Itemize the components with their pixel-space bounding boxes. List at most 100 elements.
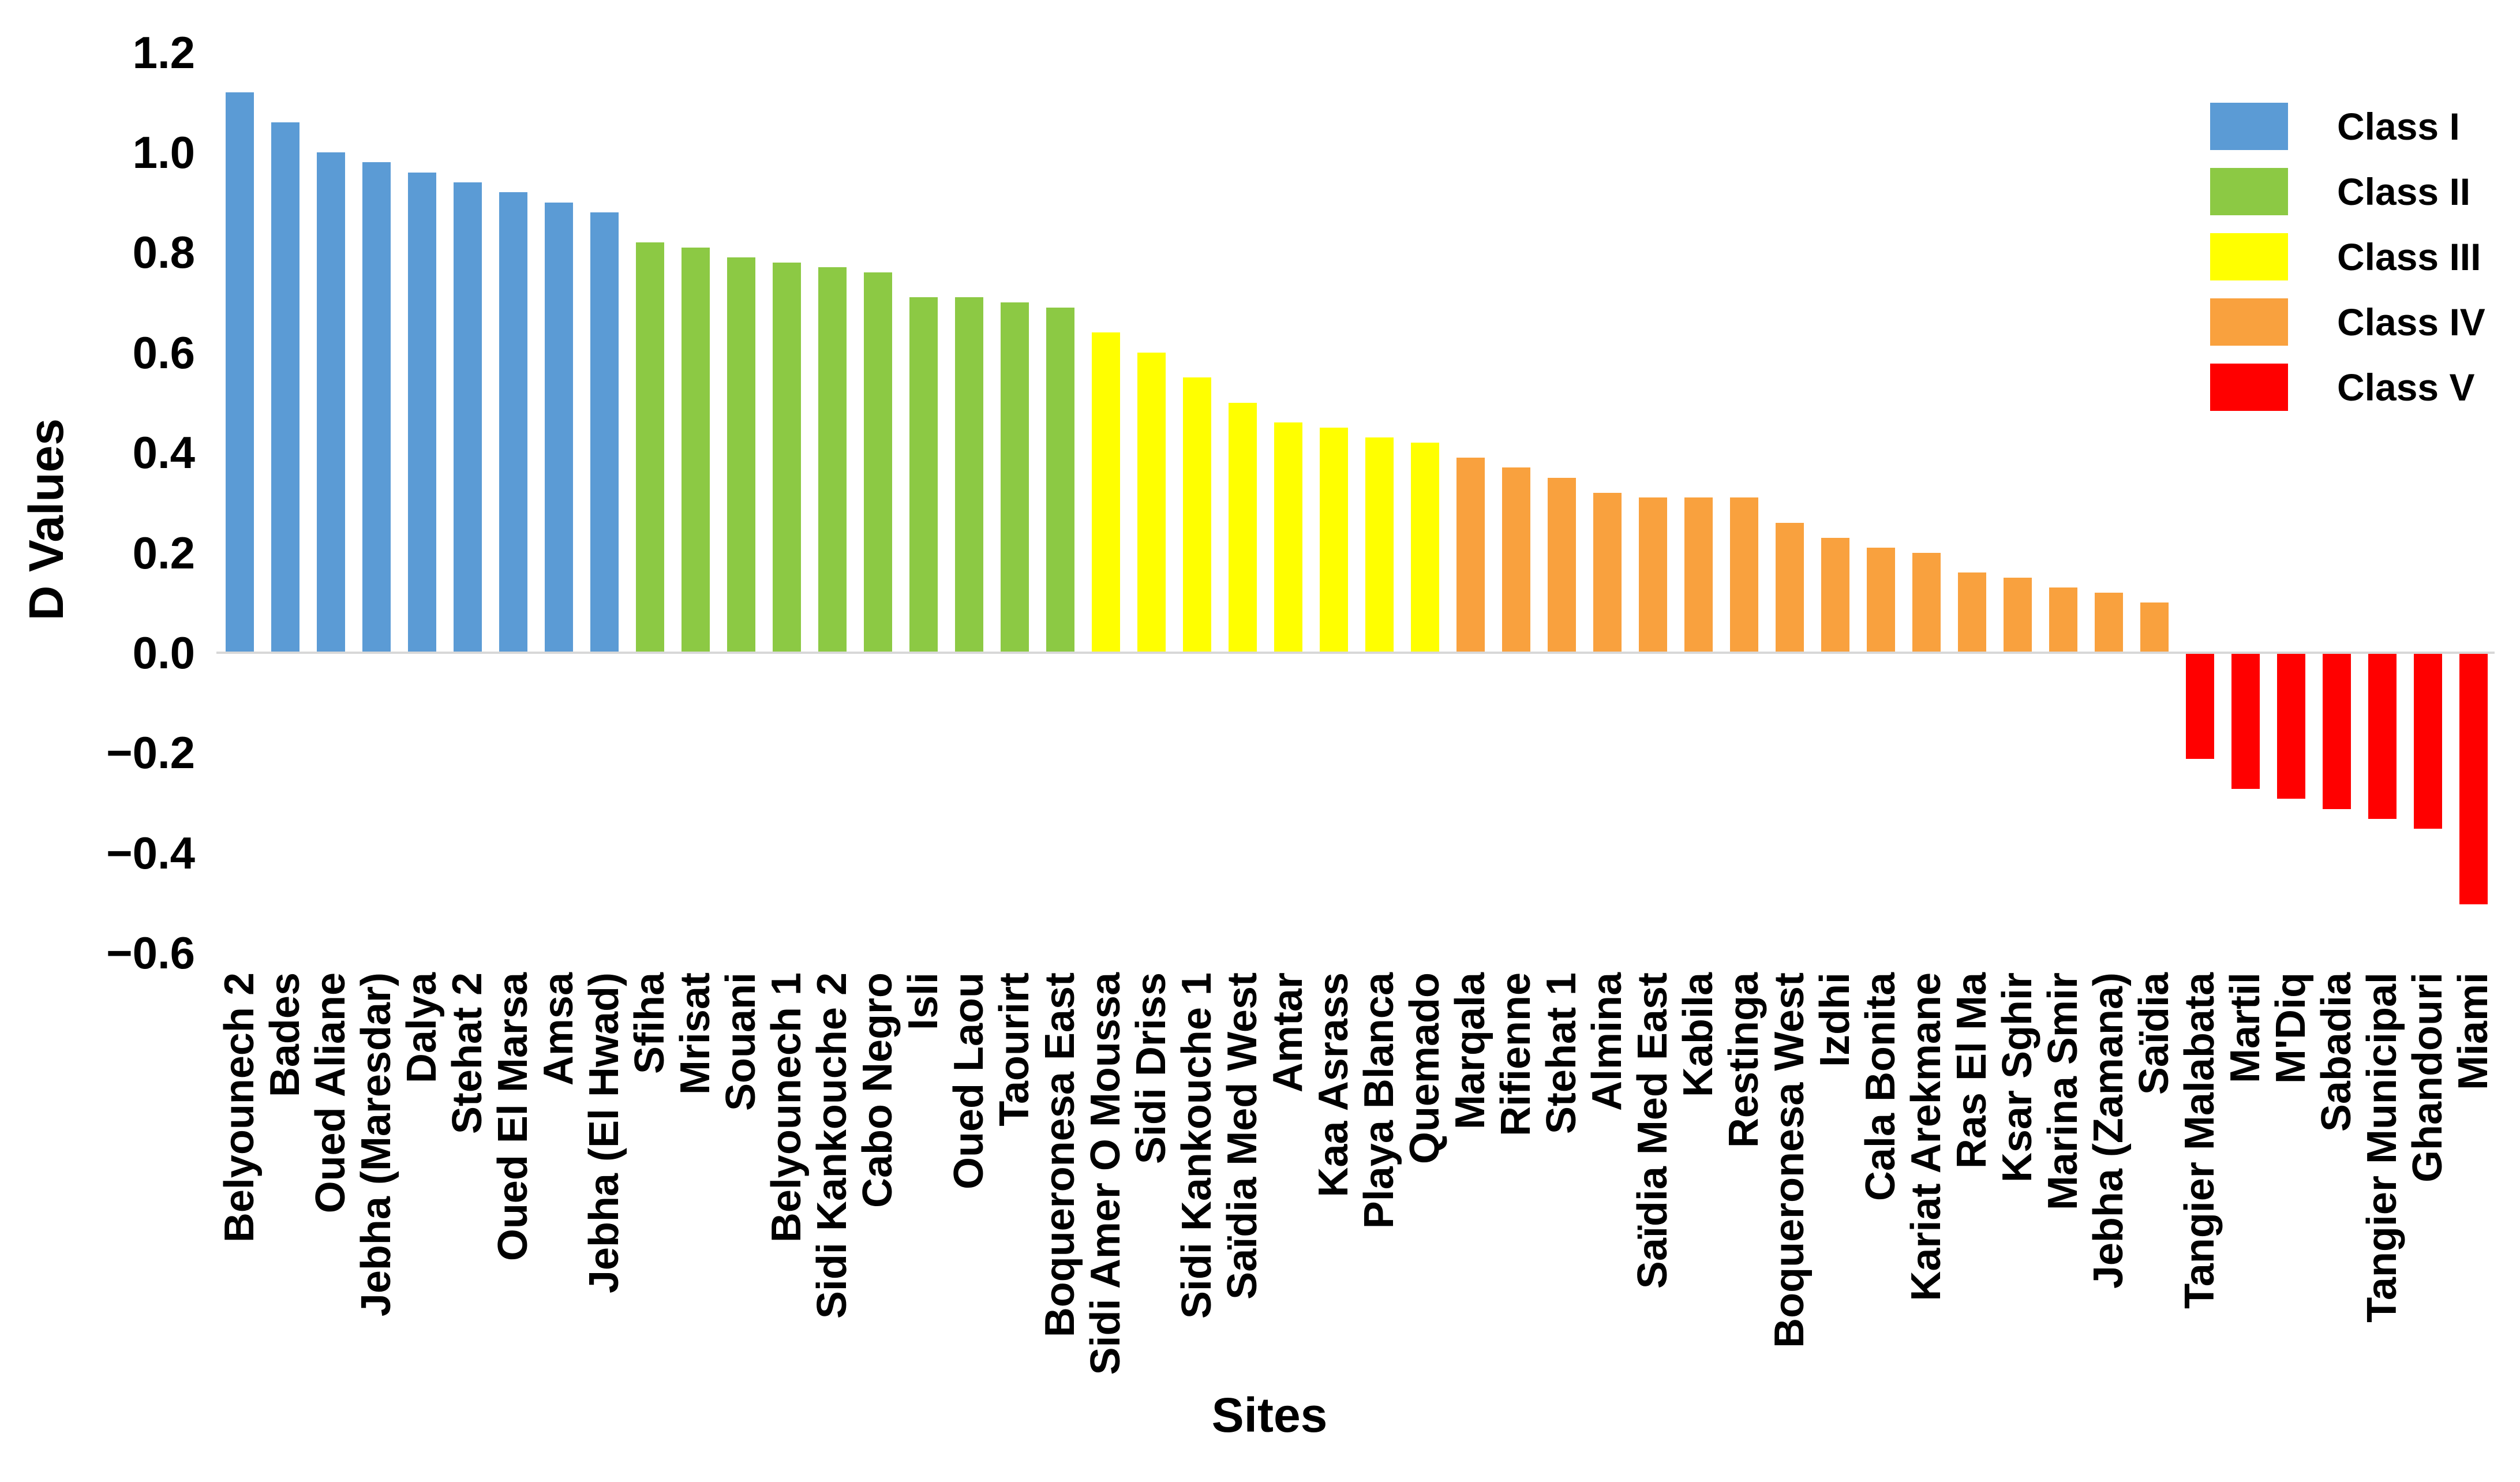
x-axis-title: Sites <box>1211 1388 1328 1442</box>
x-axis-site-label: Playa Blanca <box>1356 972 1402 1229</box>
bar <box>2277 654 2305 799</box>
x-axis-site-label: Jebha (Maresdar) <box>353 972 399 1317</box>
x-axis-site-label: Tangier Municipal <box>2359 972 2405 1323</box>
y-tick-label: −0.2 <box>106 727 195 779</box>
y-tick-label: 0.8 <box>132 227 195 278</box>
x-axis-site-label: Oued Laou <box>946 972 992 1189</box>
bar <box>2004 577 2032 653</box>
x-axis-site-label: Stehat 1 <box>1538 972 1585 1135</box>
x-axis-site-label: Boqueronesa East <box>1037 972 1083 1338</box>
bar <box>2140 602 2169 653</box>
bar <box>773 262 801 653</box>
bar <box>818 267 847 653</box>
bar <box>1593 492 1622 653</box>
x-axis-site-label: Tangier Malabata <box>2177 972 2223 1309</box>
bar <box>1639 497 1667 653</box>
bar <box>1365 437 1394 653</box>
x-axis-line <box>216 652 2495 654</box>
x-axis-site-label: Restinga <box>1721 972 1767 1148</box>
legend-swatch <box>2210 168 2288 215</box>
bar <box>271 122 299 653</box>
legend-swatch <box>2210 364 2288 411</box>
legend-label: Class I <box>2337 105 2460 148</box>
bar <box>1137 352 1166 653</box>
x-axis-site-label: Kabila <box>1675 972 1721 1098</box>
x-axis-site-label: Dalya <box>399 972 445 1084</box>
x-axis-site-label: Izdhi <box>1812 972 1858 1067</box>
x-axis-site-label: Sidi Kankouche 2 <box>809 972 855 1319</box>
x-axis-site-label: Martil <box>2222 972 2268 1084</box>
x-axis-site-label: Rifienne <box>1493 972 1539 1137</box>
x-axis-site-label: Almina <box>1584 972 1630 1112</box>
x-axis-site-label: Boqueronesa West <box>1766 972 1813 1348</box>
bar <box>2459 654 2488 904</box>
x-axis-site-label: Saïdia <box>2131 972 2177 1095</box>
bar <box>499 192 527 653</box>
y-tick-label: 1.0 <box>132 127 195 178</box>
bar <box>1867 547 1895 653</box>
x-axis-site-label: Ras El Ma <box>1949 972 1995 1169</box>
x-axis-site-label: Marina Smir <box>2040 972 2086 1211</box>
bar <box>408 172 436 653</box>
bar <box>1183 377 1211 653</box>
x-axis-site-label: Stehat 2 <box>444 972 490 1135</box>
x-axis-site-label: Cabo Negro <box>855 972 901 1208</box>
x-axis-site-label: Taourirt <box>991 972 1038 1127</box>
x-axis-site-label: Mrisat <box>672 972 718 1095</box>
bar <box>454 182 482 653</box>
y-tick-label: −0.6 <box>106 927 195 979</box>
bar <box>545 202 573 653</box>
legend-label: Class V <box>2337 366 2475 409</box>
y-tick-label: −0.4 <box>106 827 195 878</box>
x-axis-site-label: Marqala <box>1447 972 1493 1130</box>
legend-label: Class IV <box>2337 301 2485 343</box>
bar <box>1502 467 1530 653</box>
legend-label: Class II <box>2337 170 2471 213</box>
bar <box>864 272 892 653</box>
x-axis-site-label: Saïdia Med West <box>1219 972 1265 1300</box>
x-axis-site-label: Sfiha <box>627 972 673 1075</box>
bar <box>1046 307 1074 653</box>
x-axis-site-label: Amtar <box>1265 972 1311 1093</box>
bar <box>2368 654 2397 819</box>
x-axis-site-label: Sidi Kankouche 1 <box>1174 972 1220 1319</box>
y-tick-label: 0.4 <box>132 427 195 478</box>
bar <box>2049 587 2077 653</box>
x-axis-site-label: Oued El Marsa <box>490 972 536 1262</box>
x-axis-site-label: Miami <box>2450 972 2496 1091</box>
bar <box>2186 654 2214 759</box>
x-axis-site-label: Amsa <box>536 972 582 1086</box>
bar <box>362 162 391 653</box>
x-axis-site-label: M'Diq <box>2268 972 2314 1084</box>
bar <box>727 257 755 653</box>
bar <box>2323 654 2351 809</box>
x-axis-site-label: Belyounech 1 <box>763 972 810 1243</box>
y-tick-label: 1.2 <box>132 27 195 78</box>
x-axis-site-label: Jebha (Zamana) <box>2085 972 2132 1289</box>
x-axis-site-label: Ghandouri <box>2405 972 2451 1182</box>
legend-swatch <box>2210 103 2288 150</box>
x-axis-site-label: Kaa Asrass <box>1310 972 1357 1197</box>
y-tick-label: 0.2 <box>132 527 195 578</box>
x-axis-site-label: Cala Bonita <box>1858 972 1904 1202</box>
x-axis-site-label: Saïdia Med East <box>1630 972 1676 1289</box>
bar <box>1274 422 1302 653</box>
x-axis-site-label: Kariat Arekmane <box>1903 972 1949 1301</box>
bar <box>2095 592 2123 653</box>
x-axis-site-label: Souani <box>718 972 764 1112</box>
bar <box>2414 654 2442 829</box>
x-axis-site-label: Jebha (El Hwad) <box>581 972 627 1294</box>
bar <box>1456 457 1485 653</box>
bar <box>1958 572 1986 653</box>
bar <box>1548 477 1576 653</box>
bar <box>1229 402 1257 653</box>
y-tick-label: 0.0 <box>132 627 195 678</box>
bar <box>636 242 664 653</box>
x-axis-site-label: Belyounech 2 <box>216 972 263 1243</box>
bar <box>1821 537 1849 653</box>
x-axis-site-label: Quemado <box>1402 972 1448 1165</box>
x-axis-site-label: Sidi Driss <box>1128 972 1174 1165</box>
legend-swatch <box>2210 298 2288 346</box>
bar <box>590 212 619 653</box>
bar <box>1730 497 1758 653</box>
